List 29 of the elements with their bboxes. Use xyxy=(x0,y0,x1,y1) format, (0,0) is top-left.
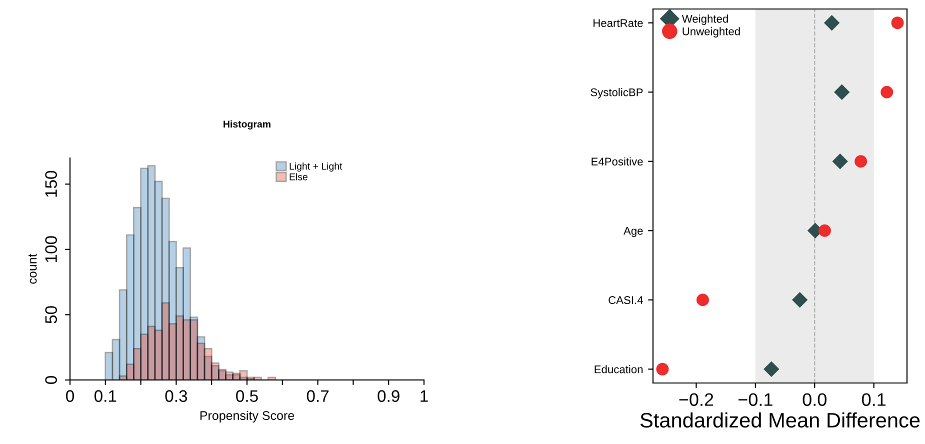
y-tick-label: 100 xyxy=(45,236,57,262)
x-tick-label: −0.1 xyxy=(738,393,772,406)
legend-label: Weighted xyxy=(682,14,728,25)
legend-label: Unweighted xyxy=(682,27,740,38)
x-tick-label: 0 xyxy=(66,390,74,402)
y-tick-label: CASI.4 xyxy=(608,296,643,304)
x-tick-label: 0.1 xyxy=(862,393,886,406)
y-tick-label: 0 xyxy=(45,376,57,384)
y-tick-label: 50 xyxy=(45,306,57,324)
legend-label: Else xyxy=(290,173,308,180)
x-tick-label: 0.5 xyxy=(236,390,258,402)
y-tick-label: 150 xyxy=(45,170,57,197)
x-tick-label: 0.7 xyxy=(306,390,329,402)
x-tick-label: 0.3 xyxy=(165,390,188,402)
x-tick-label: 0.0 xyxy=(802,393,826,406)
x-axis-title: Standardized Mean Difference xyxy=(640,412,920,428)
x-tick-label: 0.9 xyxy=(378,390,400,402)
x-axis-title: Propensity Score xyxy=(200,410,294,422)
x-tick-label: 0.1 xyxy=(94,390,116,402)
y-tick-label: HeartRate xyxy=(594,19,643,27)
x-tick-label: −0.2 xyxy=(679,393,714,406)
y-tick-label: Education xyxy=(594,365,643,374)
y-axis-title: count xyxy=(28,254,37,284)
x-tick-label: 1 xyxy=(420,390,428,402)
y-tick-label: SystolicBP xyxy=(590,88,643,98)
y-tick-label: E4Positive xyxy=(592,157,643,166)
chart-title: Histogram xyxy=(224,120,270,130)
y-tick-label: Age xyxy=(624,227,643,237)
legend-label: Light + Light xyxy=(290,162,342,172)
